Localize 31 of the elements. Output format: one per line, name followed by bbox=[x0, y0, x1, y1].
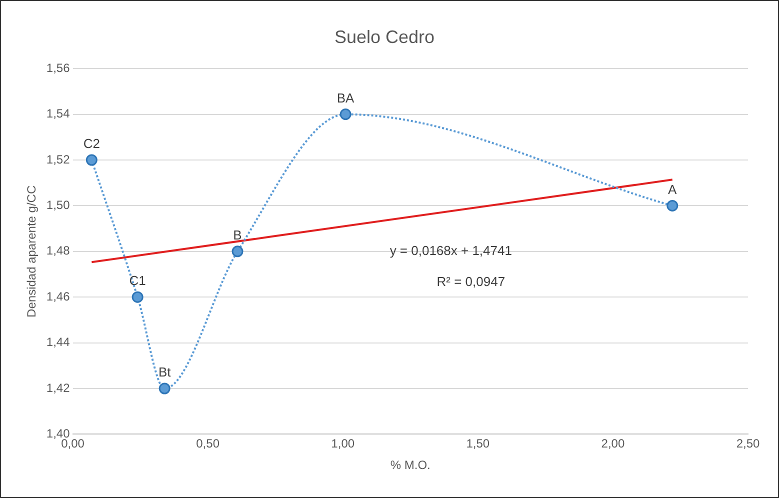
y-axis-title: Densidad aparente g/CC bbox=[24, 185, 39, 318]
chart-title: Suelo Cedro bbox=[334, 26, 435, 47]
annotation: A bbox=[668, 182, 678, 197]
x-tick-label: 0,00 bbox=[61, 436, 85, 451]
annotation: Bt bbox=[158, 364, 172, 380]
point bbox=[340, 108, 352, 120]
annotation: C1 bbox=[129, 273, 146, 288]
y-tick-label: 1,52 bbox=[46, 152, 70, 166]
y-tick-label: 1,48 bbox=[46, 244, 70, 258]
point bbox=[158, 382, 170, 394]
point bbox=[232, 246, 244, 258]
point bbox=[666, 200, 678, 212]
y-tick-label: 1,54 bbox=[46, 106, 70, 121]
y-tick-label: 1,42 bbox=[46, 380, 70, 395]
annotation: BA bbox=[336, 90, 355, 106]
x-tick-label: 2,00 bbox=[601, 436, 625, 451]
annotation: R² = 0,0947 bbox=[436, 274, 506, 290]
x-tick-label: 2,50 bbox=[736, 436, 760, 451]
x-tick-label: 0,50 bbox=[196, 436, 220, 451]
annotation: C2 bbox=[83, 136, 100, 152]
y-tick-label: 1,56 bbox=[46, 60, 70, 75]
y-tick-label: 1,46 bbox=[46, 289, 70, 304]
x-axis-title: % M.O. bbox=[390, 458, 430, 472]
point bbox=[132, 291, 144, 303]
annotation: B bbox=[233, 227, 242, 242]
point bbox=[86, 154, 98, 166]
y-tick-label: 1,44 bbox=[46, 335, 70, 350]
x-tick-label: 1,00 bbox=[331, 436, 355, 451]
y-tick-label: 1,50 bbox=[46, 198, 70, 212]
x-tick-label: 1,50 bbox=[466, 436, 490, 451]
annotation: y = 0,0168x + 1,4741 bbox=[390, 242, 512, 258]
